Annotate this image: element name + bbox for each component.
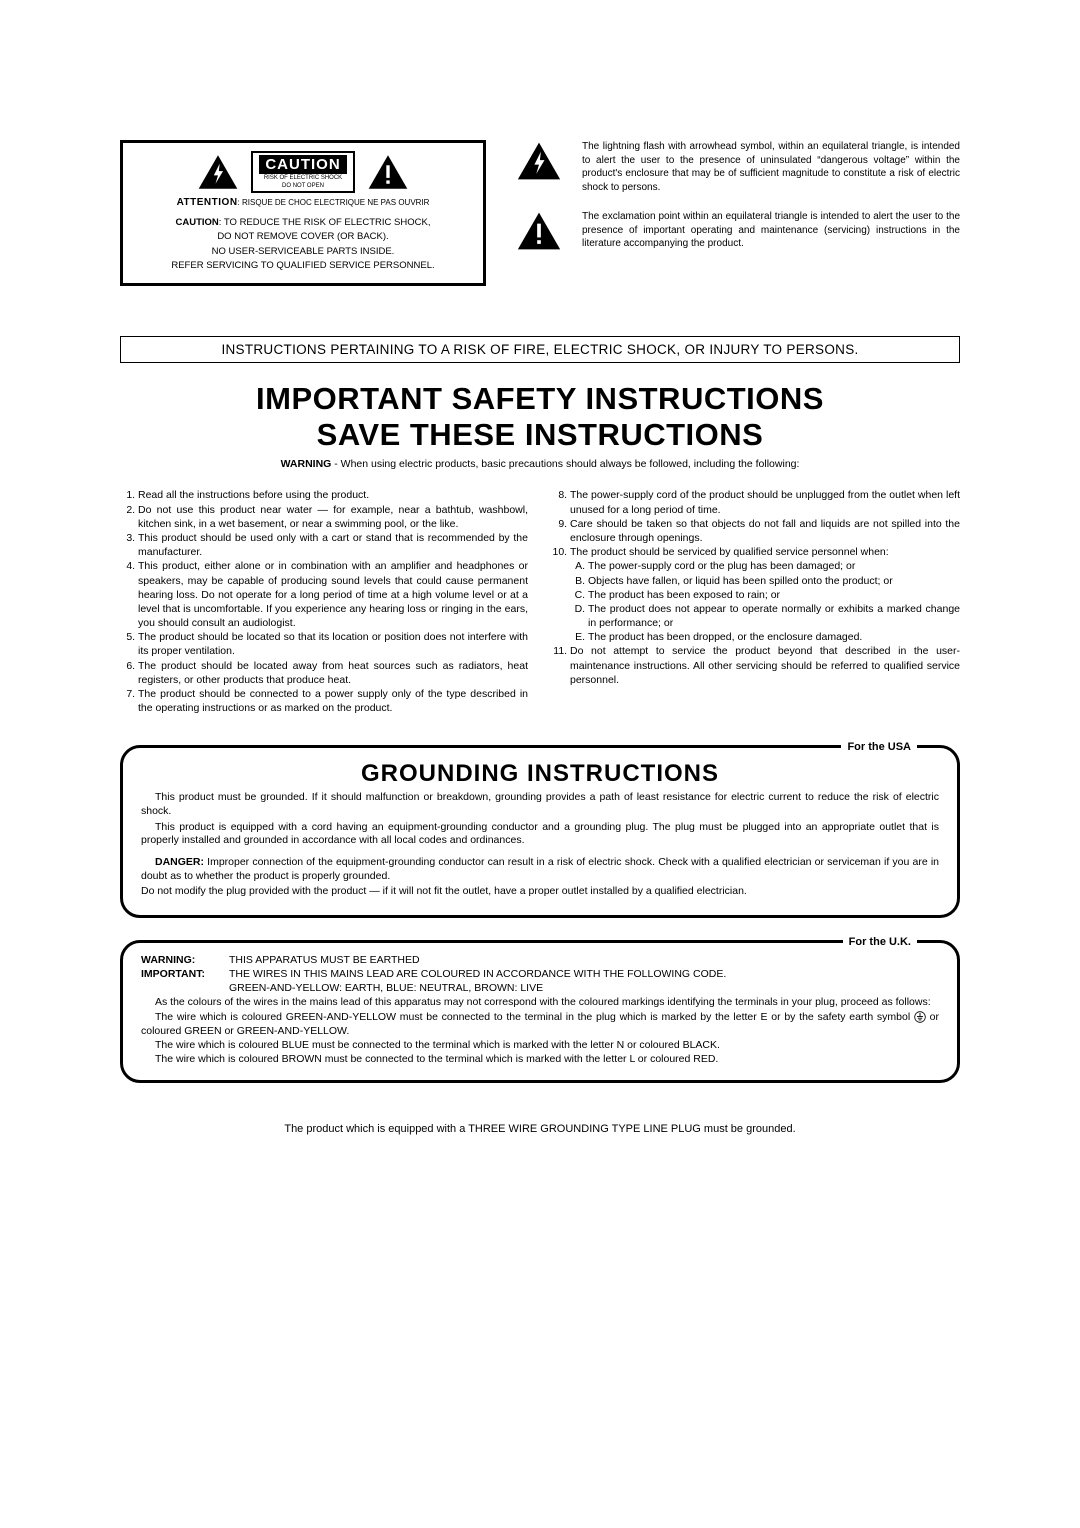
col-right: The power-supply cord of the product sho… — [552, 488, 960, 715]
title-line1: IMPORTANT SAFETY INSTRUCTIONS — [120, 381, 960, 417]
list-right: The power-supply cord of the product sho… — [552, 488, 960, 686]
warning-text: - When using electric products, basic pr… — [331, 458, 799, 470]
attention-rest: : RISQUE DE CHOC ELECTRIQUE NE PAS OUVRI… — [238, 198, 430, 207]
caution-box: CAUTION RISK OF ELECTRIC SHOCK DO NOT OP… — [120, 140, 486, 286]
uk-p4: The wire which is coloured BROWN must be… — [141, 1052, 939, 1066]
caution-label-box: CAUTION RISK OF ELECTRIC SHOCK DO NOT OP… — [251, 151, 354, 193]
caution-header: CAUTION RISK OF ELECTRIC SHOCK DO NOT OP… — [133, 151, 473, 193]
col-left: Read all the instructions before using t… — [120, 488, 528, 715]
uk-tag: For the U.K. — [843, 935, 917, 950]
earth-icon — [914, 1011, 926, 1023]
caution-body1: : TO REDUCE THE RISK OF ELECTRIC SHOCK, — [219, 217, 431, 228]
page: CAUTION RISK OF ELECTRIC SHOCK DO NOT OP… — [0, 0, 1080, 1215]
top-row: CAUTION RISK OF ELECTRIC SHOCK DO NOT OP… — [120, 140, 960, 286]
caution-body-bold: CAUTION — [176, 217, 219, 228]
symbol-descriptions: The lightning flash with arrowhead symbo… — [516, 140, 960, 286]
sublist-item: Objects have fallen, or liquid has been … — [588, 574, 960, 588]
list-item: This product should be used only with a … — [138, 531, 528, 559]
uk-p3: The wire which is coloured BLUE must be … — [141, 1038, 939, 1052]
danger-bold: DANGER: — [155, 856, 204, 868]
lightning-text: The lightning flash with arrowhead symbo… — [582, 140, 960, 194]
usa-tag: For the USA — [841, 740, 917, 754]
attention-bold: ATTENTION — [177, 197, 238, 208]
caution-body: CAUTION: TO REDUCE THE RISK OF ELECTRIC … — [133, 216, 473, 273]
sublist-item: The product has been exposed to rain; or — [588, 588, 960, 602]
uk-warning-row: WARNING:THIS APPARATUS MUST BE EARTHED — [141, 953, 939, 967]
uk-warning-text: THIS APPARATUS MUST BE EARTHED — [229, 954, 420, 966]
caution-body4: REFER SERVICING TO QUALIFIED SERVICE PER… — [133, 259, 473, 273]
sublist-item: The product has been dropped, or the enc… — [588, 630, 960, 644]
exclaim-icon — [516, 210, 562, 252]
caution-sub2: DO NOT OPEN — [259, 183, 346, 190]
ground-p3: DANGER: Improper connection of the equip… — [141, 856, 939, 883]
uk-important-row: IMPORTANT:THE WIRES IN THIS MAINS LEAD A… — [141, 967, 939, 981]
uk-p2a: The wire which is coloured GREEN-AND-YEL… — [155, 1011, 914, 1023]
uk-important-text2: GREEN-AND-YELLOW: EARTH, BLUE: NEUTRAL, … — [229, 982, 543, 994]
list-item: Read all the instructions before using t… — [138, 488, 528, 502]
main-title: IMPORTANT SAFETY INSTRUCTIONS SAVE THESE… — [120, 381, 960, 452]
uk-p1: As the colours of the wires in the mains… — [141, 995, 939, 1009]
uk-important-label: IMPORTANT: — [141, 967, 229, 981]
uk-box: For the U.K. WARNING:THIS APPARATUS MUST… — [120, 940, 960, 1083]
uk-important-text: THE WIRES IN THIS MAINS LEAD ARE COLOURE… — [229, 968, 726, 980]
lightning-icon — [197, 153, 239, 191]
columns: Read all the instructions before using t… — [120, 488, 960, 715]
list-item: Care should be taken so that objects do … — [570, 517, 960, 545]
warning-bold: WARNING — [281, 458, 332, 470]
attention-line: ATTENTION: RISQUE DE CHOC ELECTRIQUE NE … — [133, 197, 473, 208]
ground-p4: Do not modify the plug provided with the… — [141, 885, 939, 899]
list-left: Read all the instructions before using t… — [120, 488, 528, 715]
list-item: The power-supply cord of the product sho… — [570, 488, 960, 516]
list-item-text: The product should be serviced by qualif… — [570, 546, 889, 558]
list-item: The product should be connected to a pow… — [138, 687, 528, 715]
list-item: The product should be located so that it… — [138, 630, 528, 658]
exclaim-row: The exclamation point within an equilate… — [516, 210, 960, 252]
sublist-item: The product does not appear to operate n… — [588, 602, 960, 630]
caution-body2: DO NOT REMOVE COVER (OR BACK). — [133, 230, 473, 244]
lightning-row: The lightning flash with arrowhead symbo… — [516, 140, 960, 194]
list-item: Do not use this product near water — for… — [138, 503, 528, 531]
ground-p2: This product is equipped with a cord hav… — [141, 821, 939, 848]
caution-body3: NO USER-SERVICEABLE PARTS INSIDE. — [133, 245, 473, 259]
uk-p2: The wire which is coloured GREEN-AND-YEL… — [141, 1010, 939, 1038]
caution-sub1: RISK OF ELECTRIC SHOCK — [259, 175, 346, 182]
list-item: The product should be located away from … — [138, 659, 528, 687]
list-item: The product should be serviced by qualif… — [570, 545, 960, 644]
list-item: This product, either alone or in combina… — [138, 559, 528, 630]
sublist-item: The power-supply cord or the plug has be… — [588, 559, 960, 573]
exclaim-icon — [367, 153, 409, 191]
caution-label: CAUTION — [259, 155, 346, 174]
title-line2: SAVE THESE INSTRUCTIONS — [120, 417, 960, 453]
warning-line: WARNING - When using electric products, … — [120, 458, 960, 470]
sublist: The power-supply cord or the plug has be… — [570, 559, 960, 644]
uk-important-row2: GREEN-AND-YELLOW: EARTH, BLUE: NEUTRAL, … — [141, 981, 939, 995]
list-item: Do not attempt to service the product be… — [570, 644, 960, 687]
ground-p3-text: Improper connection of the equipment-gro… — [141, 856, 939, 882]
grounding-box: For the USA GROUNDING INSTRUCTIONS This … — [120, 745, 960, 918]
lightning-icon — [516, 140, 562, 182]
exclaim-text: The exclamation point within an equilate… — [582, 210, 960, 251]
ground-p1: This product must be grounded. If it sho… — [141, 791, 939, 818]
grounding-title: GROUNDING INSTRUCTIONS — [141, 758, 939, 789]
instructions-bar: INSTRUCTIONS PERTAINING TO A RISK OF FIR… — [120, 336, 960, 363]
footer-line: The product which is equipped with a THR… — [120, 1123, 960, 1135]
uk-warning-label: WARNING: — [141, 953, 229, 967]
